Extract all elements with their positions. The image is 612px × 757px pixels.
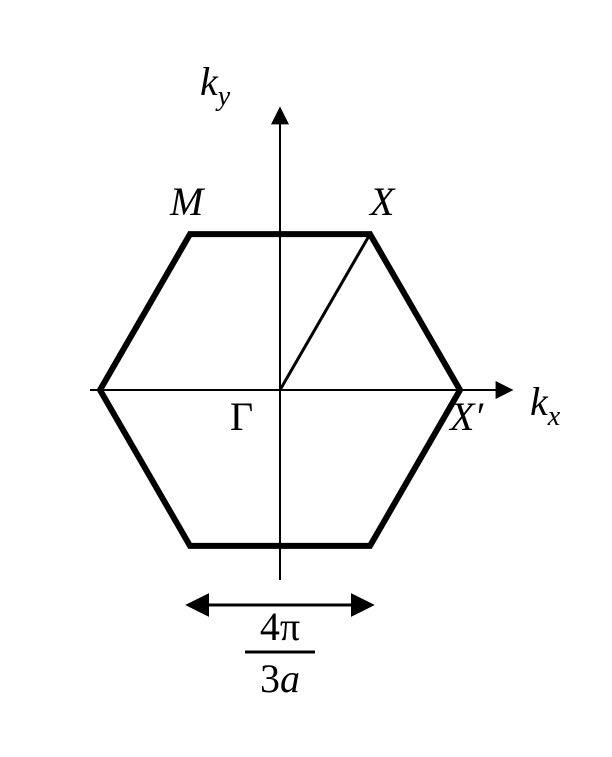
fraction-denominator: 3a [260,656,300,701]
fraction-numerator: 4π [260,604,300,649]
label-kx-sub: x [547,401,561,432]
label-ky-sub: y [215,81,231,112]
label-M: M [169,179,206,224]
dimension-fraction: 4π 3a [245,604,315,701]
plot-area [90,110,510,605]
label-ky: ky [200,59,231,112]
label-ky-main: k [200,59,219,104]
bz-diagram: ky kx M X Γ X′ 4π 3a [0,0,612,757]
gamma-x-path [280,234,370,390]
label-X: X [368,179,396,224]
label-Xprime: X′ [448,394,484,439]
label-kx-main: k [530,379,549,424]
label-kx: kx [530,379,561,432]
label-Gamma: Γ [230,394,253,439]
